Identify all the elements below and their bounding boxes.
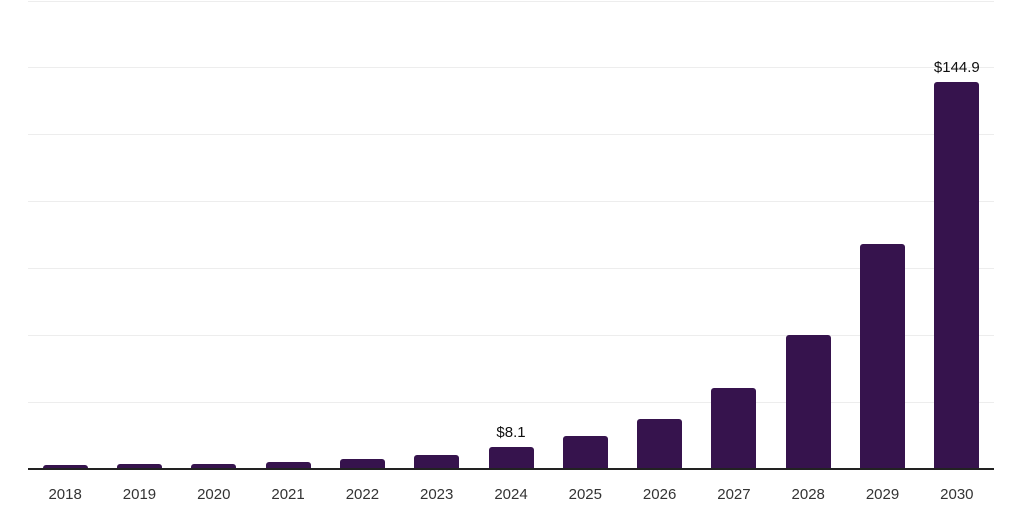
bar-value-label: $144.9 xyxy=(933,58,980,76)
bar-2029[interactable] xyxy=(860,244,906,469)
bar-2028[interactable] xyxy=(785,335,831,469)
x-tick-label: 2026 xyxy=(642,486,677,503)
x-tick-label: 2029 xyxy=(865,486,900,503)
gridline xyxy=(28,334,994,336)
x-axis-line xyxy=(28,468,994,470)
bar-2020[interactable] xyxy=(191,464,237,469)
gridline xyxy=(28,401,994,403)
x-tick-label: 2027 xyxy=(717,486,751,503)
bar-2019[interactable] xyxy=(116,464,162,469)
gridline xyxy=(28,267,994,269)
bar-2021[interactable] xyxy=(265,462,311,469)
x-tick-label: 2019 xyxy=(122,486,157,503)
x-tick-label: 2028 xyxy=(791,486,825,503)
x-tick-label: 2030 xyxy=(940,486,974,503)
gridline xyxy=(28,67,994,69)
bar-2027[interactable] xyxy=(711,387,757,469)
x-tick-label: 2021 xyxy=(271,486,305,503)
x-tick-label: 2020 xyxy=(197,486,231,503)
bar-2018[interactable] xyxy=(42,465,88,469)
bar-2026[interactable] xyxy=(637,418,683,469)
bar-value-label: $8.1 xyxy=(496,424,526,442)
x-tick-label: 2018 xyxy=(48,486,82,503)
bar-2024[interactable] xyxy=(488,447,534,469)
bar-2030[interactable] xyxy=(934,81,980,469)
gridline xyxy=(28,134,994,136)
bar-2023[interactable] xyxy=(414,454,460,469)
x-tick-label: 2022 xyxy=(345,486,380,503)
plot-area: $8.1 $144.9 xyxy=(28,0,994,469)
x-tick-label: 2024 xyxy=(494,486,528,503)
x-tick-label: 2023 xyxy=(420,486,454,503)
bar-2025[interactable] xyxy=(562,436,608,469)
gridline xyxy=(28,201,994,203)
bar-2022[interactable] xyxy=(339,459,385,469)
x-tick-label: 2025 xyxy=(568,486,602,503)
gridline xyxy=(28,0,994,2)
